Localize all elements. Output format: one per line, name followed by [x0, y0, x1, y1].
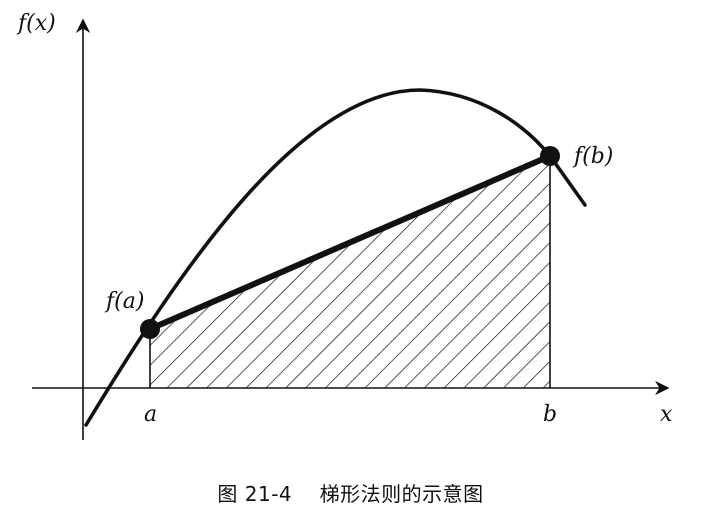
point-a-label: a	[144, 402, 157, 427]
value-fa-label: f(a)	[104, 289, 144, 314]
point-fa-marker	[140, 319, 160, 339]
point-fb-marker	[540, 146, 560, 166]
point-b-label: b	[543, 402, 557, 427]
secant-line	[147, 153, 553, 332]
figure-caption: 图 21-4 梯形法则的示意图	[217, 482, 484, 506]
x-axis-label: x	[660, 402, 673, 427]
y-axis-label: f(x)	[16, 11, 56, 36]
trapezoid-rule-diagram: f(x) x a b f(a) f(b)	[16, 11, 673, 440]
trapezoid-area	[150, 156, 550, 388]
function-curve	[84, 88, 587, 427]
value-fb-label: f(b)	[572, 144, 613, 169]
